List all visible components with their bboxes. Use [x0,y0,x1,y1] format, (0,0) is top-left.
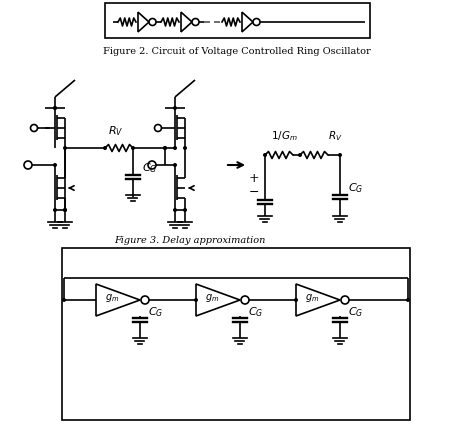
Circle shape [24,161,32,169]
Text: $C_G$: $C_G$ [248,305,264,319]
Circle shape [163,146,167,150]
Circle shape [173,146,177,150]
Circle shape [294,298,298,302]
Circle shape [173,208,177,212]
Bar [105,3,370,38]
Text: $R_V$: $R_V$ [108,124,124,138]
Text: $g_m$: $g_m$ [305,292,319,304]
Text: −: − [248,185,259,199]
Circle shape [63,146,67,150]
Circle shape [406,298,410,302]
Circle shape [241,296,249,304]
Circle shape [103,146,107,150]
Circle shape [63,208,67,212]
Circle shape [155,125,162,132]
Text: $C_G$: $C_G$ [142,161,157,175]
Circle shape [131,146,135,150]
Circle shape [148,161,156,169]
Circle shape [183,146,187,150]
Circle shape [53,208,57,212]
Text: $C_G$: $C_G$ [348,181,364,195]
Circle shape [298,153,302,157]
Text: $g_m$: $g_m$ [205,292,219,304]
Circle shape [53,163,57,167]
Circle shape [173,163,177,167]
Text: +: + [248,172,259,184]
Text: $g_m$: $g_m$ [105,292,119,304]
Text: $C_G$: $C_G$ [348,305,364,319]
Circle shape [338,153,342,157]
Circle shape [192,18,199,25]
Bar [62,248,410,420]
Circle shape [63,208,67,212]
Circle shape [141,296,149,304]
Circle shape [149,18,156,25]
Circle shape [53,106,57,110]
Circle shape [253,18,260,25]
Text: Figure 2. Circuit of Voltage Controlled Ring Oscillator: Figure 2. Circuit of Voltage Controlled … [103,47,371,56]
Circle shape [341,296,349,304]
Circle shape [53,106,57,110]
Circle shape [173,106,177,110]
Text: $R_V$: $R_V$ [328,129,342,143]
Text: $1/G_m$: $1/G_m$ [271,129,297,143]
Text: $C_G$: $C_G$ [148,305,164,319]
Circle shape [62,298,66,302]
Circle shape [194,298,198,302]
Circle shape [163,146,167,150]
Text: Figure 3. Delay approximation: Figure 3. Delay approximation [114,236,266,245]
Circle shape [30,125,37,132]
Circle shape [263,153,267,157]
Circle shape [183,208,187,212]
